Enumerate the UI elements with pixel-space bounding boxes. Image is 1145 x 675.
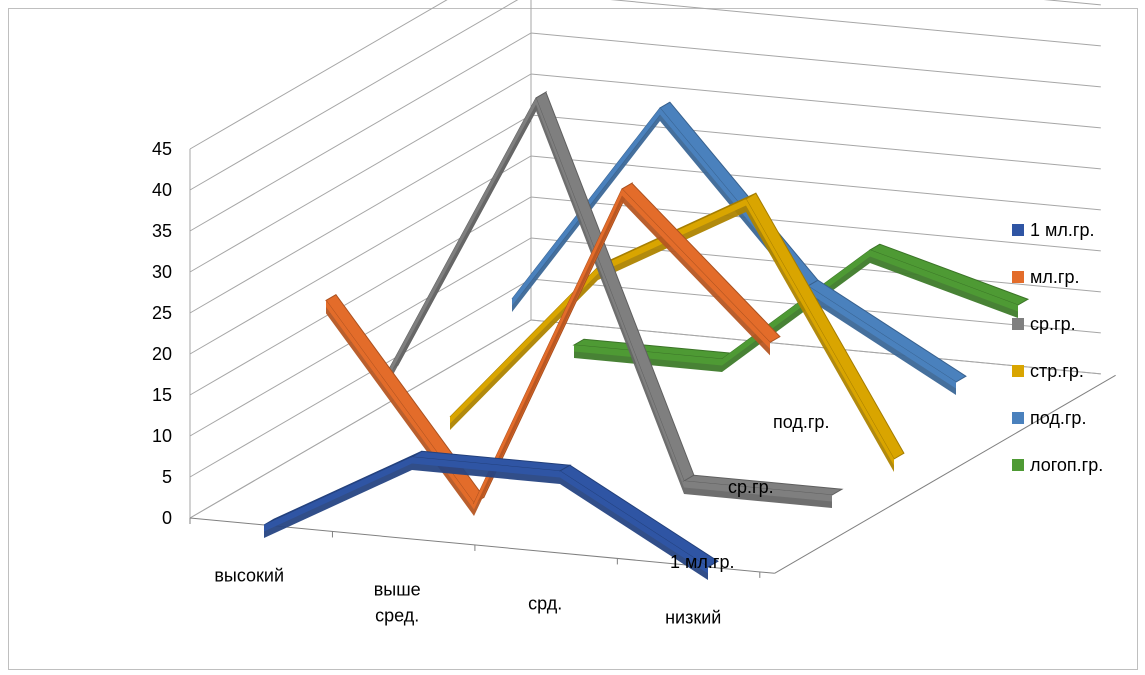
legend-swatch bbox=[1012, 365, 1024, 377]
x-tick-label: высокий bbox=[214, 566, 284, 586]
gridline bbox=[189, 73, 1101, 273]
legend-label: под.гр. bbox=[1030, 407, 1087, 428]
y-tick-label: 45 bbox=[152, 139, 172, 159]
depth-tick-label: 1 мл.гр. bbox=[670, 552, 734, 572]
gridline bbox=[189, 237, 1101, 437]
wall-edge bbox=[189, 319, 532, 519]
depth-tick-label: под.гр. bbox=[773, 412, 829, 432]
series-segment-face bbox=[870, 250, 1018, 312]
y-tick-label: 25 bbox=[152, 303, 172, 323]
legend-label: 1 мл.гр. bbox=[1030, 219, 1095, 240]
series-line bbox=[325, 182, 781, 516]
legend-item: 1 мл.гр. bbox=[1012, 218, 1094, 242]
series-segment-face bbox=[746, 199, 894, 466]
gridline bbox=[189, 0, 1101, 191]
series-segment-face bbox=[622, 189, 770, 349]
chart-labels-layer: 0 5 10 15 20 25 30 35 40 45 высокий выше сред. срд. ни… bbox=[152, 139, 829, 628]
legend-label: стр.гр. bbox=[1030, 360, 1084, 381]
legend-swatch bbox=[1012, 271, 1024, 283]
series-segment-face bbox=[450, 267, 598, 424]
series-segment-face bbox=[808, 286, 956, 389]
y-tick-label: 0 bbox=[162, 508, 172, 528]
series-segment-face bbox=[560, 471, 708, 574]
y-tick-label: 20 bbox=[152, 344, 172, 364]
legend-swatch bbox=[1012, 224, 1024, 236]
legend-item: логоп.гр. bbox=[1012, 453, 1103, 477]
y-tick-label: 15 bbox=[152, 385, 172, 405]
series-segment-face bbox=[684, 481, 832, 502]
series-segment-face bbox=[412, 457, 560, 478]
series-segment-face bbox=[388, 98, 536, 378]
series-line bbox=[263, 450, 719, 580]
series-segment bbox=[263, 450, 423, 526]
legend-swatch bbox=[1012, 459, 1024, 471]
series-segment bbox=[535, 91, 695, 482]
y-tick-label: 5 bbox=[162, 467, 172, 487]
series-segment bbox=[621, 182, 781, 344]
depth-axis bbox=[774, 374, 1116, 574]
chart-series-layer bbox=[263, 90, 1030, 580]
legend-label: логоп.гр. bbox=[1030, 454, 1104, 475]
y-tick-label: 30 bbox=[152, 262, 172, 282]
y-tick-label: 35 bbox=[152, 221, 172, 241]
depth-tick-label: ср.гр. bbox=[728, 477, 774, 497]
series-segment bbox=[807, 279, 967, 383]
legend-label: ср.гр. bbox=[1030, 313, 1076, 334]
series-segment bbox=[559, 464, 719, 568]
x-tick-label: выше сред. bbox=[374, 580, 421, 626]
legend-item: мл.гр. bbox=[1012, 265, 1079, 289]
series-line bbox=[449, 192, 905, 472]
legend-item: под.гр. bbox=[1012, 406, 1086, 430]
series-segment bbox=[745, 192, 905, 460]
y-tick-label: 40 bbox=[152, 180, 172, 200]
legend-item: ср.гр. bbox=[1012, 312, 1076, 336]
series-segment-face bbox=[536, 98, 684, 488]
x-tick-label: низкий bbox=[665, 608, 721, 628]
series-line bbox=[386, 90, 844, 508]
chart-area bbox=[8, 8, 1138, 670]
series-segment bbox=[868, 243, 1030, 306]
legend-swatch bbox=[1012, 412, 1024, 424]
series-segment-face bbox=[264, 457, 412, 532]
gridline bbox=[189, 0, 1101, 150]
x-tick-label: срд. bbox=[528, 594, 562, 614]
legend-item: стр.гр. bbox=[1012, 359, 1084, 383]
y-tick-label: 10 bbox=[152, 426, 172, 446]
series-segment-face bbox=[474, 189, 622, 510]
series-segment-face bbox=[326, 300, 474, 510]
legend-swatch bbox=[1012, 318, 1024, 330]
legend-label: мл.гр. bbox=[1030, 266, 1080, 287]
